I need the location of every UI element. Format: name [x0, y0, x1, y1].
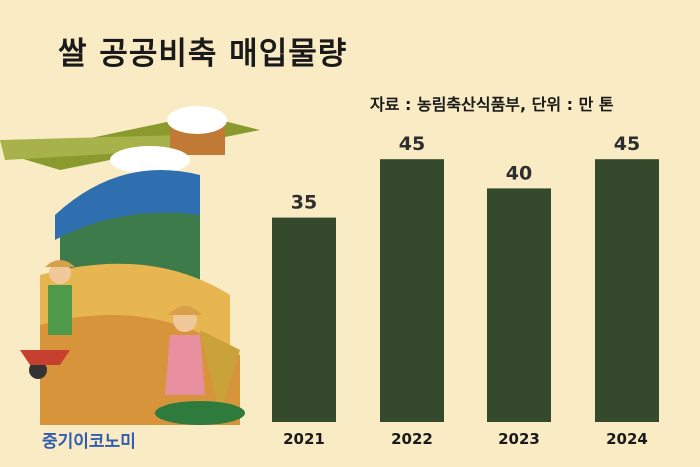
bar-2022 — [380, 159, 444, 422]
x-tick-label-2024: 2024 — [606, 430, 648, 448]
data-label-2023: 40 — [506, 162, 532, 184]
data-label-2021: 35 — [291, 192, 317, 214]
bar-2024 — [595, 159, 659, 422]
farm-illustration — [0, 106, 260, 425]
x-tick-label-2023: 2023 — [498, 430, 540, 448]
sky-band — [55, 170, 200, 240]
source-note: 자료 : 농림축산식품부, 단위 : 만 톤 — [370, 95, 614, 114]
wheelbarrow — [20, 350, 70, 365]
wheat-bundle — [200, 330, 240, 415]
brand-logo: 중기이코노미 — [42, 432, 136, 452]
x-tick-label-2022: 2022 — [391, 430, 433, 448]
data-label-2024: 45 — [614, 133, 640, 155]
bar-2021 — [272, 217, 336, 422]
farmer-hat — [45, 260, 75, 267]
farmer-head — [49, 262, 71, 284]
farmer-body — [48, 285, 72, 335]
data-label-2022: 45 — [399, 133, 425, 155]
bar-2023 — [487, 188, 551, 422]
rice-pile — [167, 106, 227, 134]
x-tick-label-2021: 2021 — [283, 430, 325, 448]
woman-body — [165, 335, 205, 395]
chart-title: 쌀 공공비축 매입물량 — [58, 36, 348, 72]
